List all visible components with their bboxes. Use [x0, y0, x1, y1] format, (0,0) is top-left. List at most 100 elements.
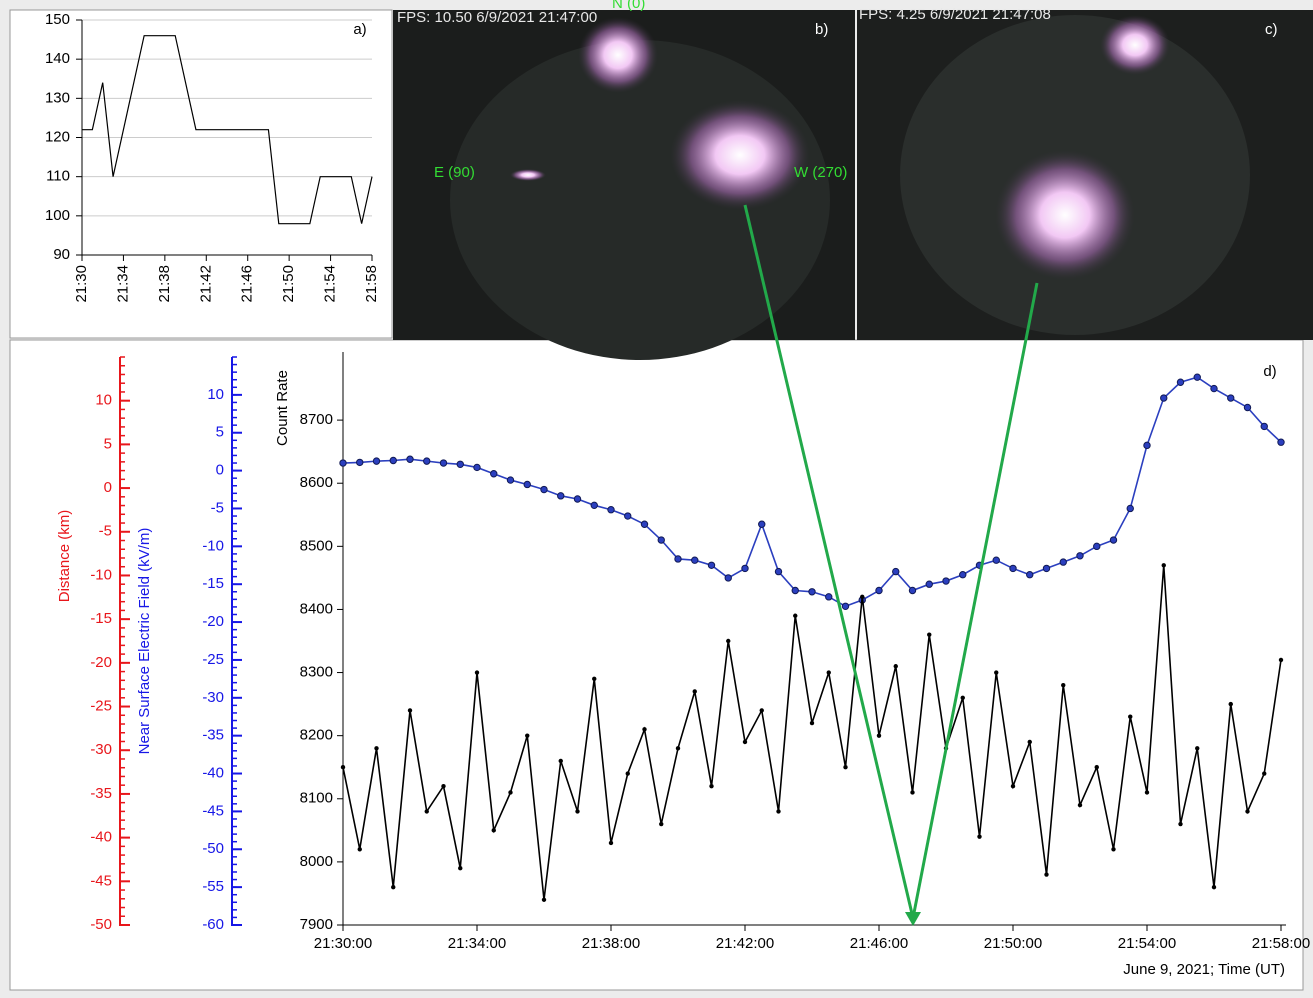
data-point — [439, 459, 448, 467]
extra-y-tick-label: -25 — [90, 698, 112, 715]
data-point — [473, 463, 481, 472]
data-point — [1059, 558, 1067, 566]
y-tick-label: 90 — [53, 246, 70, 263]
data-point — [1061, 682, 1066, 688]
data-point — [1109, 536, 1118, 544]
x-axis-title: June 9, 2021; Time (UT) — [1123, 961, 1285, 978]
data-point — [1228, 701, 1233, 707]
data-point — [1026, 571, 1034, 579]
arrows — [743, 204, 1039, 926]
data-point — [1210, 384, 1218, 393]
data-point — [1262, 771, 1267, 776]
extra-y-tick-label: 10 — [95, 392, 112, 409]
data-point — [726, 638, 731, 644]
extra-y-tick-label: -30 — [90, 741, 112, 758]
data-point — [458, 866, 463, 871]
extra-y-tick-label: -50 — [90, 916, 112, 933]
y-tick-label: 8000 — [300, 853, 333, 870]
data-point — [374, 746, 379, 751]
extra-y-tick-label: -10 — [90, 566, 112, 583]
extra-y-tick-label: -5 — [211, 499, 224, 516]
data-point — [590, 501, 598, 510]
data-point — [508, 790, 513, 795]
x-tick-label: 21:38 — [156, 265, 173, 303]
y-tick-label: 150 — [45, 11, 70, 28]
x-tick-label: 21:46 — [239, 265, 256, 303]
data-point — [793, 613, 798, 618]
data-point — [1076, 552, 1084, 560]
x-tick-label: 21:34:00 — [448, 935, 506, 952]
image-caption: FPS: 4.25 6/9/2021 21:47:08 — [859, 6, 1051, 23]
data-point — [523, 480, 531, 489]
extra-y-tick-label: 0 — [216, 462, 224, 479]
data-point — [1042, 564, 1051, 573]
x-tick-label: 21:30:00 — [314, 935, 372, 952]
y-tick-label: 8400 — [300, 600, 333, 617]
data-point — [557, 492, 565, 500]
data-point — [724, 574, 732, 582]
extra-y-tick-label: -30 — [202, 689, 224, 706]
data-point — [741, 564, 749, 573]
data-point — [357, 847, 362, 852]
data-point — [875, 586, 883, 595]
data-point — [910, 790, 915, 795]
x-tick-label: 21:46:00 — [850, 935, 908, 952]
data-point — [1161, 563, 1166, 568]
data-point — [407, 708, 413, 713]
data-point — [1009, 564, 1017, 573]
data-point — [925, 580, 933, 588]
data-point — [506, 476, 515, 484]
data-point — [441, 783, 446, 789]
data-point — [423, 457, 431, 465]
data-point — [776, 809, 781, 814]
data-point — [691, 556, 699, 564]
x-tick-label: 21:50 — [280, 265, 297, 303]
extra-y-axis-title: Near Surface Electric Field (kV/m) — [136, 528, 153, 755]
direction-marker: E (90) — [434, 164, 475, 181]
extra-y-tick-label: -10 — [202, 537, 224, 554]
data-point — [927, 632, 932, 637]
extra-y-tick-label: -35 — [202, 727, 224, 744]
data-point — [642, 727, 647, 732]
data-point — [659, 821, 664, 827]
extra-y-tick-label: -5 — [99, 523, 112, 540]
data-point — [1126, 504, 1134, 513]
data-point — [406, 455, 414, 463]
data-point — [843, 765, 848, 770]
extra-y-tick-label: -40 — [202, 765, 224, 782]
y-tick-label: 8200 — [300, 727, 333, 744]
data-point — [960, 695, 965, 700]
data-point — [758, 520, 766, 528]
x-tick-label: 21:54:00 — [1118, 935, 1176, 952]
data-point — [1227, 394, 1235, 402]
data-point — [1144, 790, 1150, 795]
panel-label: a) — [353, 21, 366, 38]
data-point — [456, 460, 464, 468]
data-point — [575, 809, 580, 814]
y-tick-label: 8600 — [300, 474, 333, 491]
panel-label: c) — [1265, 21, 1278, 38]
data-point — [1094, 765, 1099, 770]
data-point — [893, 664, 898, 669]
y-tick-label: 8700 — [300, 411, 333, 428]
data-point — [1278, 657, 1284, 663]
x-tick-label: 21:38:00 — [582, 935, 640, 952]
data-point — [908, 586, 917, 595]
data-point — [640, 520, 649, 528]
data-point — [1193, 373, 1201, 381]
y-axis-title: Count Rate — [274, 370, 291, 446]
data-point — [759, 708, 764, 713]
y-tick-label: 7900 — [300, 916, 333, 933]
data-point — [657, 536, 665, 544]
data-point — [372, 457, 381, 465]
panel-label: b) — [815, 21, 828, 38]
y-tick-label: 8100 — [300, 790, 333, 807]
data-point — [942, 577, 950, 585]
data-point — [525, 733, 530, 738]
extra-y-tick-label: -45 — [202, 802, 224, 819]
extra-y-tick-label: 5 — [104, 435, 112, 452]
data-point — [424, 809, 429, 814]
data-point — [992, 556, 1000, 564]
panel-a-frame — [9, 9, 393, 339]
extra-y-tick-label: -15 — [90, 610, 112, 627]
